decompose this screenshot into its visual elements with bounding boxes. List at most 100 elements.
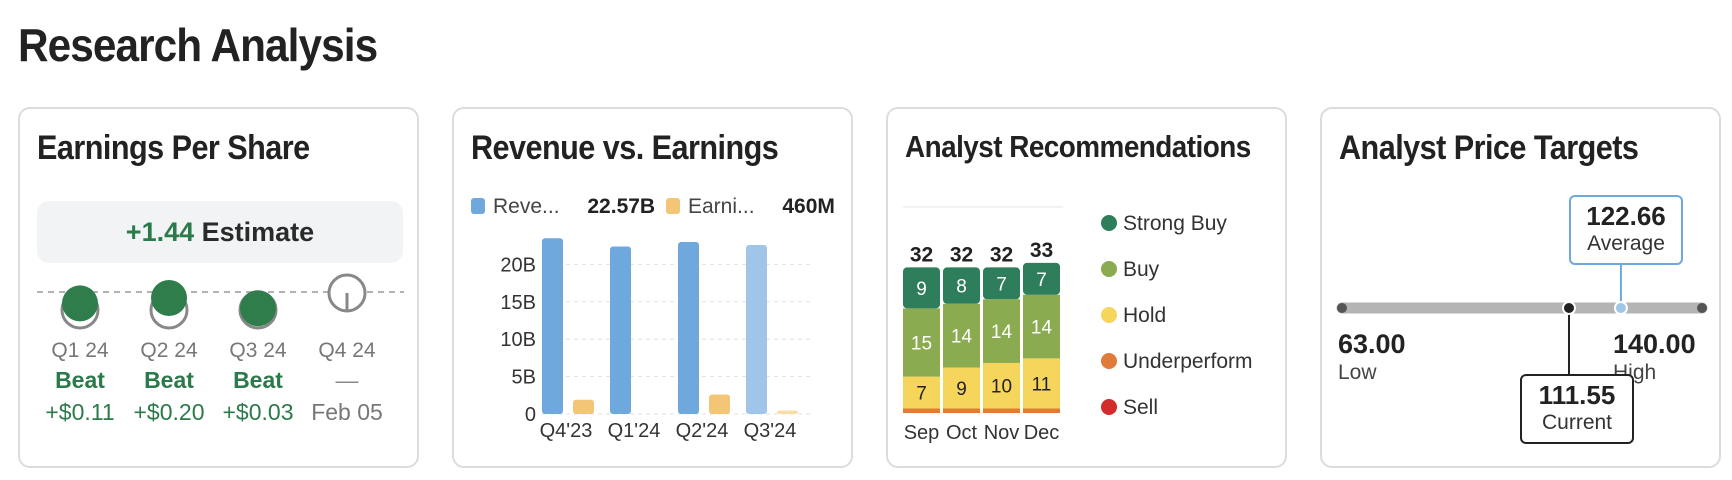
x-tick-label: Q2'24 (676, 420, 729, 442)
eps-result: Beat (55, 367, 105, 393)
price-target-high-value: 140.00 (1613, 329, 1696, 359)
stack-segment-buy (983, 299, 1020, 363)
legend-label: Buy (1123, 258, 1160, 281)
earnings-bar (777, 410, 798, 414)
eps-report-date: Feb 05 (311, 399, 383, 425)
eps-quarter-label: Q4 24 (318, 339, 376, 362)
y-tick-label: 0 (525, 404, 536, 426)
y-tick-label: 15B (500, 292, 536, 314)
stack-segment-underperform (1023, 408, 1060, 413)
legend-value-earnings: 460M (782, 195, 835, 218)
legend-label: Strong Buy (1123, 212, 1227, 235)
legend-earnings[interactable]: Earni... 460M (666, 195, 835, 219)
legend-swatch-earnings (666, 198, 680, 214)
current-marker (1561, 301, 1576, 315)
revenue-bar (746, 244, 767, 414)
stack-segment-hold (943, 367, 980, 409)
price-target-low-label: Low (1338, 361, 1377, 384)
stack-segment-underperform (983, 408, 1020, 413)
y-tick-label: 20B (500, 254, 536, 276)
stack-segment-underperform (903, 408, 940, 413)
eps-result: — (335, 367, 359, 393)
legend-value-revenue: 22.57B (587, 195, 656, 218)
x-tick-label: Q4'23 (540, 420, 593, 442)
segment-value-label: 8 (956, 277, 967, 298)
legend-name-revenue: Reve... (493, 195, 560, 218)
price-target-average-box[interactable]: 122.66 Average (1569, 195, 1683, 265)
eps-quarter-label: Q3 24 (229, 339, 287, 362)
legend-item-buy[interactable]: Buy (1101, 258, 1253, 304)
segment-value-label: 14 (991, 322, 1013, 343)
segment-value-label: 15 (911, 333, 932, 354)
revenue-chart: 0 5B 10B 15B 20B Q4'23 Q1'24 Q2'24 Q3'24 (500, 238, 814, 442)
y-tick-label: 5B (512, 367, 536, 389)
earnings-bar (709, 394, 730, 414)
eps-diff: +$0.03 (222, 399, 294, 425)
x-tick-label: Dec (1024, 422, 1060, 444)
page-title: Research Analysis (18, 19, 378, 71)
x-tick-label: Oct (946, 422, 978, 444)
eps-chart (37, 273, 404, 330)
stack-segment-hold (903, 376, 940, 409)
price-target-current-value: 111.55 (1538, 380, 1616, 410)
x-tick-label: Nov (984, 422, 1020, 444)
legend-item-strong-buy[interactable]: Strong Buy (1101, 212, 1253, 258)
revenue-card[interactable]: Revenue vs. Earnings Reve... 22.57B Earn… (452, 107, 853, 468)
low-end-marker (1337, 303, 1347, 313)
legend-item-hold[interactable]: Hold (1101, 304, 1253, 350)
price-target-low-value: 63.00 (1338, 329, 1406, 359)
eps-diff: +$0.20 (133, 399, 205, 425)
price-targets-card-title: Analyst Price Targets (1339, 129, 1639, 167)
eps-estimate-pill: +1.44 Estimate (37, 201, 403, 263)
eps-quarter-col: Q1 24 Beat +$0.11 (35, 339, 125, 429)
eps-actual-dot (240, 290, 276, 327)
bar-total-label: 33 (1030, 239, 1053, 262)
average-marker (1613, 301, 1628, 315)
eps-quarter-label: Q1 24 (51, 339, 109, 362)
recommendations-card-title: Analyst Recommendations (905, 129, 1251, 164)
bar-total-label: 32 (910, 243, 933, 266)
stack-segment-buy (1023, 294, 1060, 359)
y-tick-label: 10B (500, 329, 536, 351)
eps-estimate-label: Estimate (201, 217, 315, 247)
x-tick-label: Sep (904, 422, 940, 444)
legend-name-earnings: Earni... (688, 195, 755, 218)
segment-value-label: 10 (991, 377, 1012, 398)
earnings-bar (573, 399, 594, 414)
eps-quarter-label: Q2 24 (140, 339, 198, 362)
bar-total-label: 32 (990, 243, 1013, 266)
legend-dot-underperform (1101, 353, 1117, 369)
segment-value-label: 7 (1036, 270, 1047, 291)
legend-item-sell[interactable]: Sell (1101, 396, 1253, 442)
legend-dot-sell (1101, 399, 1117, 415)
price-targets-card[interactable]: Analyst Price Targets 63.00 Low 140.00 H… (1320, 107, 1721, 468)
x-tick-label: Q1'24 (608, 420, 661, 442)
eps-quarter-col: Q2 24 Beat +$0.20 (124, 339, 214, 429)
eps-actual-dot (62, 285, 98, 322)
legend-label: Hold (1123, 304, 1167, 327)
legend-item-underperform[interactable]: Underperform (1101, 350, 1253, 396)
legend-dot-buy (1101, 261, 1117, 277)
segment-value-label: 14 (951, 327, 973, 348)
price-target-current-box[interactable]: 111.55 Current (1520, 374, 1634, 444)
revenue-bar (610, 246, 631, 414)
revenue-card-title: Revenue vs. Earnings (471, 129, 779, 167)
segment-value-label: 7 (996, 274, 1007, 295)
stack-segment-buy (903, 308, 940, 377)
high-end-marker (1697, 303, 1707, 313)
eps-quarter-col: Q4 24 — Feb 05 (302, 339, 392, 429)
eps-card[interactable]: Earnings Per Share +1.44 Estimate Q1 24 … (18, 107, 419, 468)
recommendations-card[interactable]: Analyst Recommendations 7 15 9 32 Sep 9 14 8 32 O… (886, 107, 1287, 468)
legend-swatch-revenue (471, 198, 485, 214)
legend-dot-hold (1101, 307, 1117, 323)
recommendations-chart: 7 15 9 32 Sep 9 14 8 32 Oct 10 14 7 32 Nov 11 14 7 33 Dec (903, 206, 1063, 444)
stack-segment-hold (1023, 358, 1060, 409)
price-target-range-chart (1336, 265, 1708, 374)
legend-label: Underperform (1123, 350, 1253, 373)
segment-value-label: 11 (1032, 374, 1052, 395)
stack-segment-strong-buy (943, 267, 980, 304)
legend-revenue[interactable]: Reve... 22.57B (471, 195, 655, 219)
eps-result: Beat (144, 367, 194, 393)
legend-label: Sell (1123, 396, 1159, 419)
segment-value-label: 9 (916, 279, 927, 300)
